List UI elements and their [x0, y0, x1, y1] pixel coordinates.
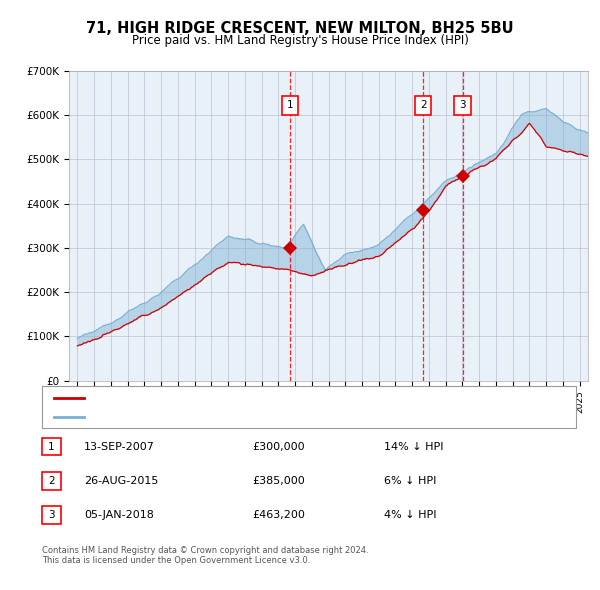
Text: 6% ↓ HPI: 6% ↓ HPI: [384, 476, 436, 486]
Text: 26-AUG-2015: 26-AUG-2015: [84, 476, 158, 486]
Text: Contains HM Land Registry data © Crown copyright and database right 2024.
This d: Contains HM Land Registry data © Crown c…: [42, 546, 368, 565]
Text: 71, HIGH RIDGE CRESCENT, NEW MILTON, BH25 5BU: 71, HIGH RIDGE CRESCENT, NEW MILTON, BH2…: [86, 21, 514, 35]
Text: 2: 2: [420, 100, 427, 110]
Text: 71, HIGH RIDGE CRESCENT, NEW MILTON, BH25 5BU (detached house): 71, HIGH RIDGE CRESCENT, NEW MILTON, BH2…: [90, 393, 437, 403]
Text: 1: 1: [287, 100, 293, 110]
Text: 14% ↓ HPI: 14% ↓ HPI: [384, 442, 443, 451]
Text: £385,000: £385,000: [252, 476, 305, 486]
Text: 2: 2: [48, 476, 55, 486]
Text: 1: 1: [48, 442, 55, 451]
Text: Price paid vs. HM Land Registry's House Price Index (HPI): Price paid vs. HM Land Registry's House …: [131, 34, 469, 47]
Text: 3: 3: [48, 510, 55, 520]
Text: 05-JAN-2018: 05-JAN-2018: [84, 510, 154, 520]
Text: £463,200: £463,200: [252, 510, 305, 520]
Text: 13-SEP-2007: 13-SEP-2007: [84, 442, 155, 451]
Text: 4% ↓ HPI: 4% ↓ HPI: [384, 510, 436, 520]
Text: £300,000: £300,000: [252, 442, 305, 451]
Text: 3: 3: [460, 100, 466, 110]
Text: HPI: Average price, detached house, New Forest: HPI: Average price, detached house, New …: [90, 412, 325, 422]
